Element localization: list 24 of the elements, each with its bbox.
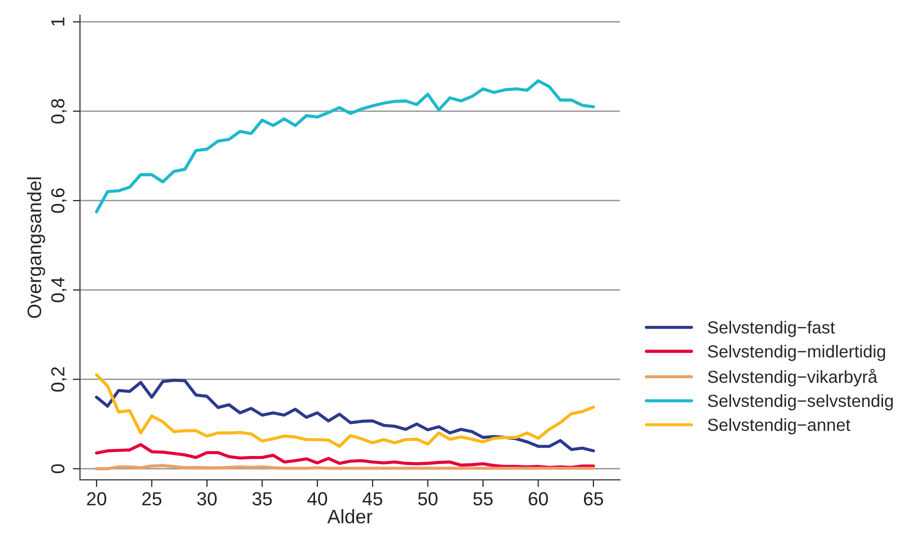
- y-tick-label: 0: [51, 464, 64, 474]
- y-tick-label: 0,8: [51, 99, 67, 124]
- legend-label: Selvstendig−annet: [708, 418, 850, 434]
- x-tick-label: 50: [418, 492, 438, 506]
- x-tick-label: 20: [87, 492, 106, 506]
- y-tick-label: 1: [51, 18, 64, 26]
- legend-label: Selvstendig−vikarbyrå: [708, 368, 878, 386]
- legend-label: Selvstendig−midlertidig: [708, 344, 886, 362]
- x-axis-title: Alder: [327, 509, 372, 524]
- x-tick-label: 25: [142, 492, 162, 506]
- y-tick-label: 0,2: [51, 367, 67, 392]
- y-axis-title: Overgangsandel: [27, 177, 46, 318]
- x-tick-label: 45: [362, 492, 382, 506]
- legend-label: Selvstendig−selvstendig: [708, 394, 893, 410]
- x-tick-label: 60: [528, 492, 548, 506]
- x-tick-label: 35: [252, 492, 272, 506]
- y-tick-label: 0,6: [51, 188, 67, 213]
- x-tick-label: 55: [473, 492, 493, 506]
- y-tick-label: 0,4: [51, 277, 67, 302]
- x-tick-label: 65: [584, 492, 604, 506]
- x-tick-label: 40: [307, 492, 328, 506]
- x-tick-label: 30: [197, 492, 217, 506]
- line-series: [95, 79, 595, 214]
- legend-label: Selvstendig−fast: [708, 320, 835, 338]
